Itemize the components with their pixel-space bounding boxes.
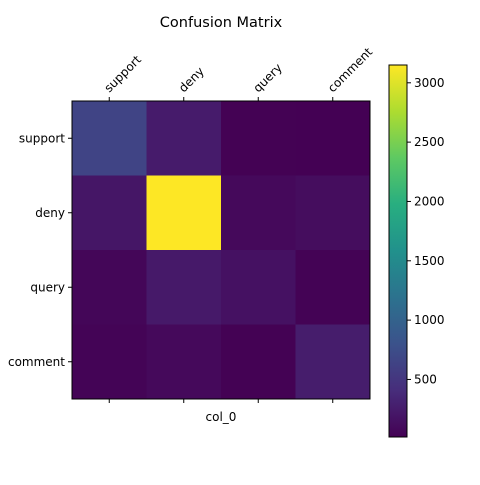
colorbar-ticks: 500 1000 1500 2000 2500 3000 xyxy=(407,76,445,386)
x-tick-label: query xyxy=(250,61,284,95)
heatmap-cell xyxy=(221,250,296,325)
y-tick-label: query xyxy=(30,280,65,294)
heatmap-cell xyxy=(221,324,296,400)
heatmap-cells xyxy=(72,101,371,400)
heatmap-cell xyxy=(72,175,147,251)
colorbar-tick-label: 500 xyxy=(414,372,437,386)
colorbar-tick-label: 1000 xyxy=(414,313,445,327)
heatmap-cell xyxy=(146,101,222,176)
heatmap-frame xyxy=(71,100,371,400)
y-tick-label: deny xyxy=(35,206,65,220)
heatmap-cell xyxy=(221,175,296,251)
y-tick-label: support xyxy=(19,131,65,145)
y-tick-label: comment xyxy=(8,355,65,369)
heatmap-cell xyxy=(295,175,371,251)
colorbar-tick-label: 2500 xyxy=(414,135,445,149)
x-tick-label: comment xyxy=(325,45,375,95)
heatmap-cell xyxy=(295,324,371,400)
chart-title: Confusion Matrix xyxy=(160,15,283,31)
colorbar-tick-label: 2000 xyxy=(414,194,445,208)
heatmap-cell xyxy=(295,101,371,176)
x-tick-label: deny xyxy=(176,64,207,95)
y-axis-ticks: support deny query comment xyxy=(8,131,72,369)
heatmap-cell xyxy=(146,250,222,325)
x-tick-label: support xyxy=(101,52,144,95)
heatmap-cell xyxy=(221,101,296,176)
heatmap-cell xyxy=(72,101,147,176)
heatmap-cell xyxy=(146,324,222,400)
heatmap-cell xyxy=(72,324,147,400)
heatmap-cell xyxy=(72,250,147,325)
x-axis-label: col_0 xyxy=(206,410,237,424)
colorbar xyxy=(388,64,408,438)
colorbar-tick-label: 3000 xyxy=(414,76,445,90)
colorbar-tick-label: 1500 xyxy=(414,254,445,268)
heatmap-cell xyxy=(146,175,222,251)
heatmap-cell xyxy=(295,250,371,325)
